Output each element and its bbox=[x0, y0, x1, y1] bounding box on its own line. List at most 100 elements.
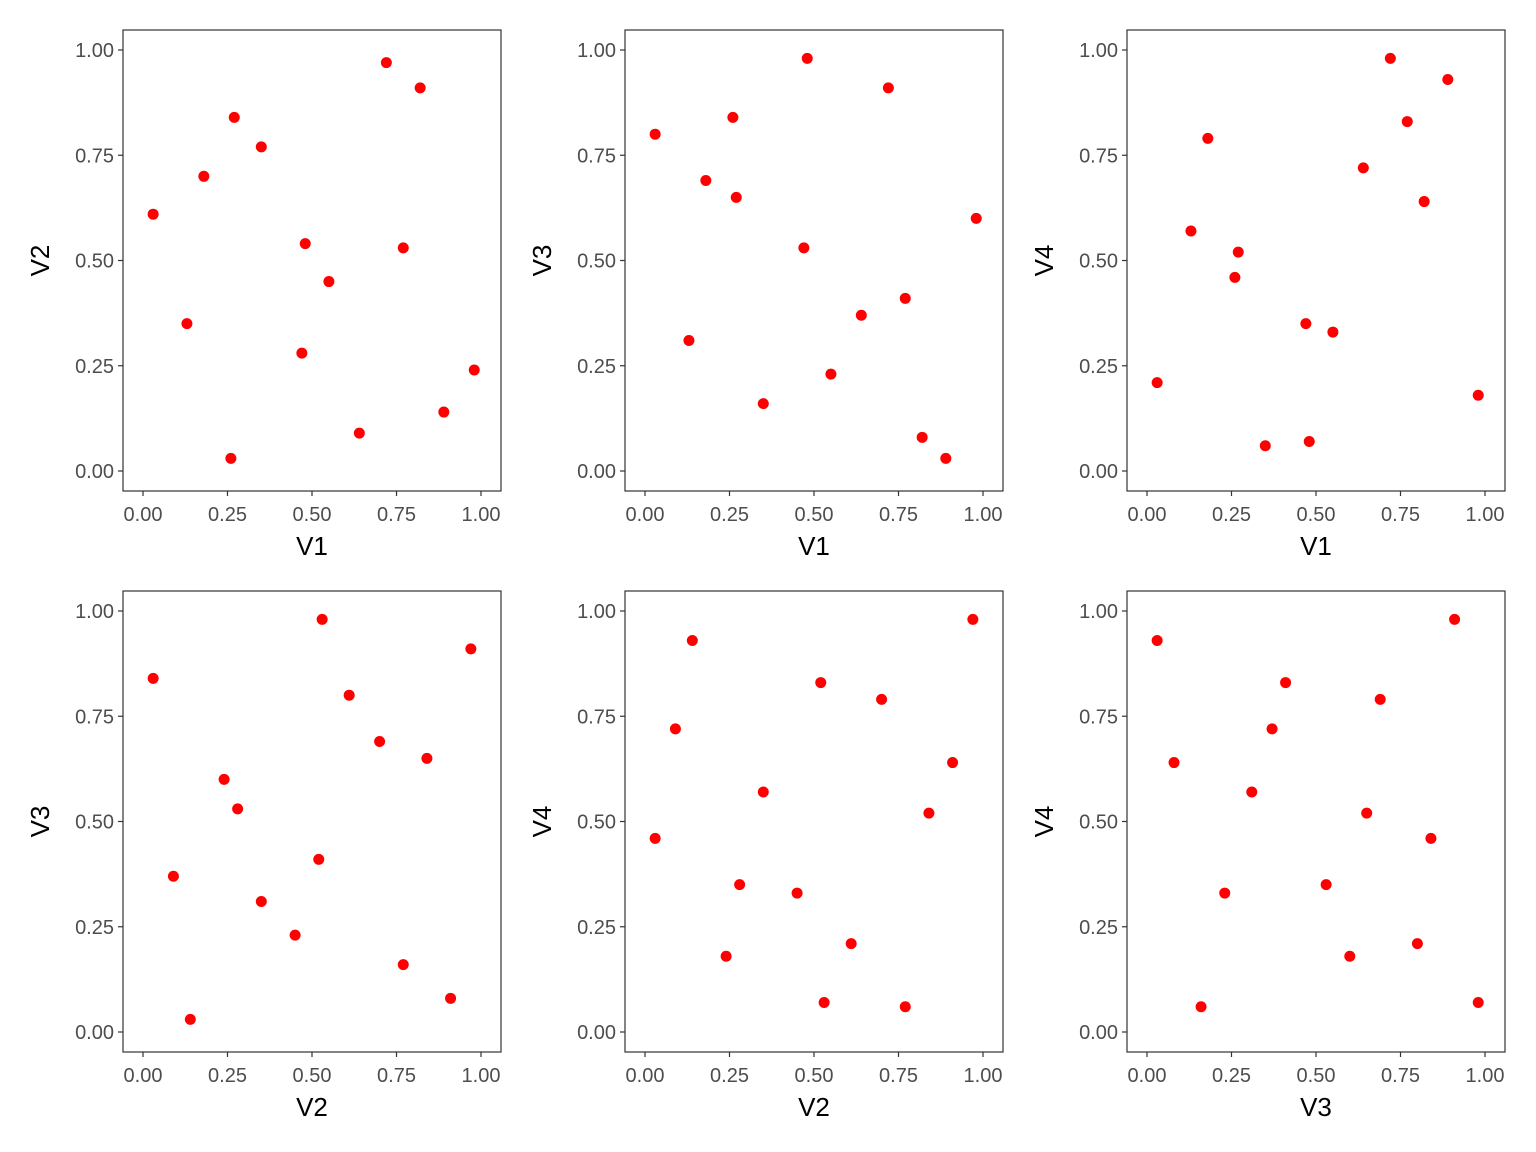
scatter-panel-4: 0.00 0.25 0.50 0.75 1.00 0.00 0.25 0.50 0.75 1.00… bbox=[25, 590, 502, 1122]
data-point bbox=[899, 292, 911, 304]
data-point bbox=[414, 82, 426, 94]
x-tick-label: 0.50 bbox=[795, 1065, 834, 1087]
x-tick-label: 0.25 bbox=[208, 1065, 247, 1087]
x-axis-title: V1 bbox=[296, 531, 328, 561]
y-tick-label: 0.00 bbox=[75, 1022, 114, 1044]
y-tick-label: 0.75 bbox=[577, 706, 616, 728]
x-tick-label: 0.75 bbox=[1381, 1065, 1420, 1087]
data-point bbox=[397, 242, 409, 254]
x-tick-label: 0.75 bbox=[377, 504, 416, 526]
scatter-panel-3: 0.00 0.25 0.50 0.75 1.00 0.00 0.25 0.50 0.75 1.00… bbox=[1029, 29, 1506, 561]
data-point bbox=[923, 807, 935, 819]
y-tick-label: 1.00 bbox=[577, 601, 616, 623]
y-tick-label: 0.75 bbox=[75, 145, 114, 167]
data-point bbox=[882, 82, 894, 94]
y-tick-label: 0.25 bbox=[75, 356, 114, 378]
data-point bbox=[438, 406, 450, 418]
data-point bbox=[1280, 677, 1292, 689]
data-point bbox=[323, 276, 335, 288]
y-tick-label: 0.75 bbox=[1079, 145, 1118, 167]
data-point bbox=[1151, 377, 1163, 389]
x-tick-label: 0.25 bbox=[1212, 504, 1251, 526]
data-point bbox=[815, 677, 827, 689]
x-tick-label: 0.50 bbox=[795, 504, 834, 526]
y-tick-label: 0.25 bbox=[1079, 356, 1118, 378]
data-point bbox=[1472, 997, 1484, 1009]
data-point bbox=[1185, 225, 1197, 237]
panel-border bbox=[624, 29, 1004, 492]
data-point bbox=[1357, 162, 1369, 174]
data-point bbox=[198, 170, 210, 182]
data-point bbox=[825, 368, 837, 380]
scatter-panel-1: 0.00 0.25 0.50 0.75 1.00 0.00 0.25 0.50 0.75 1.00… bbox=[25, 29, 502, 561]
y-tick-label: 0.50 bbox=[577, 812, 616, 834]
y-tick-label: 1.00 bbox=[1079, 40, 1118, 62]
data-point bbox=[845, 938, 857, 950]
data-point bbox=[1449, 613, 1461, 625]
x-axis-title: V1 bbox=[1300, 531, 1332, 561]
data-point bbox=[1232, 246, 1244, 258]
y-tick-label: 0.25 bbox=[75, 917, 114, 939]
y-tick-label: 0.25 bbox=[577, 356, 616, 378]
data-point bbox=[899, 1001, 911, 1013]
y-axis-title: V4 bbox=[1029, 806, 1059, 838]
data-point bbox=[916, 431, 928, 443]
y-tick-label: 0.00 bbox=[577, 461, 616, 483]
data-point bbox=[147, 672, 159, 684]
data-point bbox=[353, 427, 365, 439]
data-point bbox=[218, 773, 230, 785]
data-point bbox=[397, 959, 409, 971]
x-tick-label: 0.50 bbox=[1297, 504, 1336, 526]
y-tick-label: 0.75 bbox=[577, 145, 616, 167]
x-tick-label: 1.00 bbox=[964, 1065, 1003, 1087]
data-point bbox=[167, 870, 179, 882]
x-tick-label: 1.00 bbox=[964, 504, 1003, 526]
data-point bbox=[855, 309, 867, 321]
data-point bbox=[818, 997, 830, 1009]
x-tick-label: 1.00 bbox=[1466, 504, 1505, 526]
data-point bbox=[468, 364, 480, 376]
y-axis-title: V3 bbox=[25, 806, 55, 838]
y-tick-label: 0.00 bbox=[75, 461, 114, 483]
x-axis-title: V2 bbox=[296, 1092, 328, 1122]
data-point bbox=[1425, 832, 1437, 844]
data-point bbox=[1151, 634, 1163, 646]
x-tick-label: 0.75 bbox=[879, 1065, 918, 1087]
panel-border bbox=[122, 590, 502, 1053]
x-tick-label: 0.75 bbox=[879, 504, 918, 526]
data-point bbox=[734, 879, 746, 891]
y-axis-title: V4 bbox=[1029, 245, 1059, 277]
x-tick-label: 0.50 bbox=[1297, 1065, 1336, 1087]
data-point bbox=[801, 52, 813, 64]
data-point bbox=[970, 212, 982, 224]
x-tick-label: 0.75 bbox=[377, 1065, 416, 1087]
data-point bbox=[296, 347, 308, 359]
data-point bbox=[465, 643, 477, 655]
data-point bbox=[232, 803, 244, 815]
y-tick-label: 0.75 bbox=[1079, 706, 1118, 728]
y-tick-label: 0.50 bbox=[1079, 251, 1118, 273]
panel-border bbox=[1126, 590, 1506, 1053]
data-point bbox=[445, 992, 457, 1004]
data-point bbox=[1418, 196, 1430, 208]
data-point bbox=[1195, 1001, 1207, 1013]
data-point bbox=[374, 736, 386, 748]
x-tick-label: 1.00 bbox=[462, 1065, 501, 1087]
x-tick-label: 1.00 bbox=[1466, 1065, 1505, 1087]
x-tick-label: 0.00 bbox=[124, 1065, 163, 1087]
x-axis-title: V2 bbox=[798, 1092, 830, 1122]
data-point bbox=[700, 175, 712, 187]
data-point bbox=[421, 752, 433, 764]
x-tick-label: 0.00 bbox=[626, 1065, 665, 1087]
data-point bbox=[791, 887, 803, 899]
data-point bbox=[686, 634, 698, 646]
y-tick-label: 0.50 bbox=[1079, 812, 1118, 834]
y-axis-title: V4 bbox=[527, 806, 557, 838]
data-point bbox=[757, 786, 769, 798]
data-point bbox=[1344, 950, 1356, 962]
data-point bbox=[683, 334, 695, 346]
x-tick-label: 0.00 bbox=[626, 504, 665, 526]
scatter-panel-6: 0.00 0.25 0.50 0.75 1.00 0.00 0.25 0.50 0.75 1.00… bbox=[1029, 590, 1506, 1122]
data-point bbox=[184, 1013, 196, 1025]
